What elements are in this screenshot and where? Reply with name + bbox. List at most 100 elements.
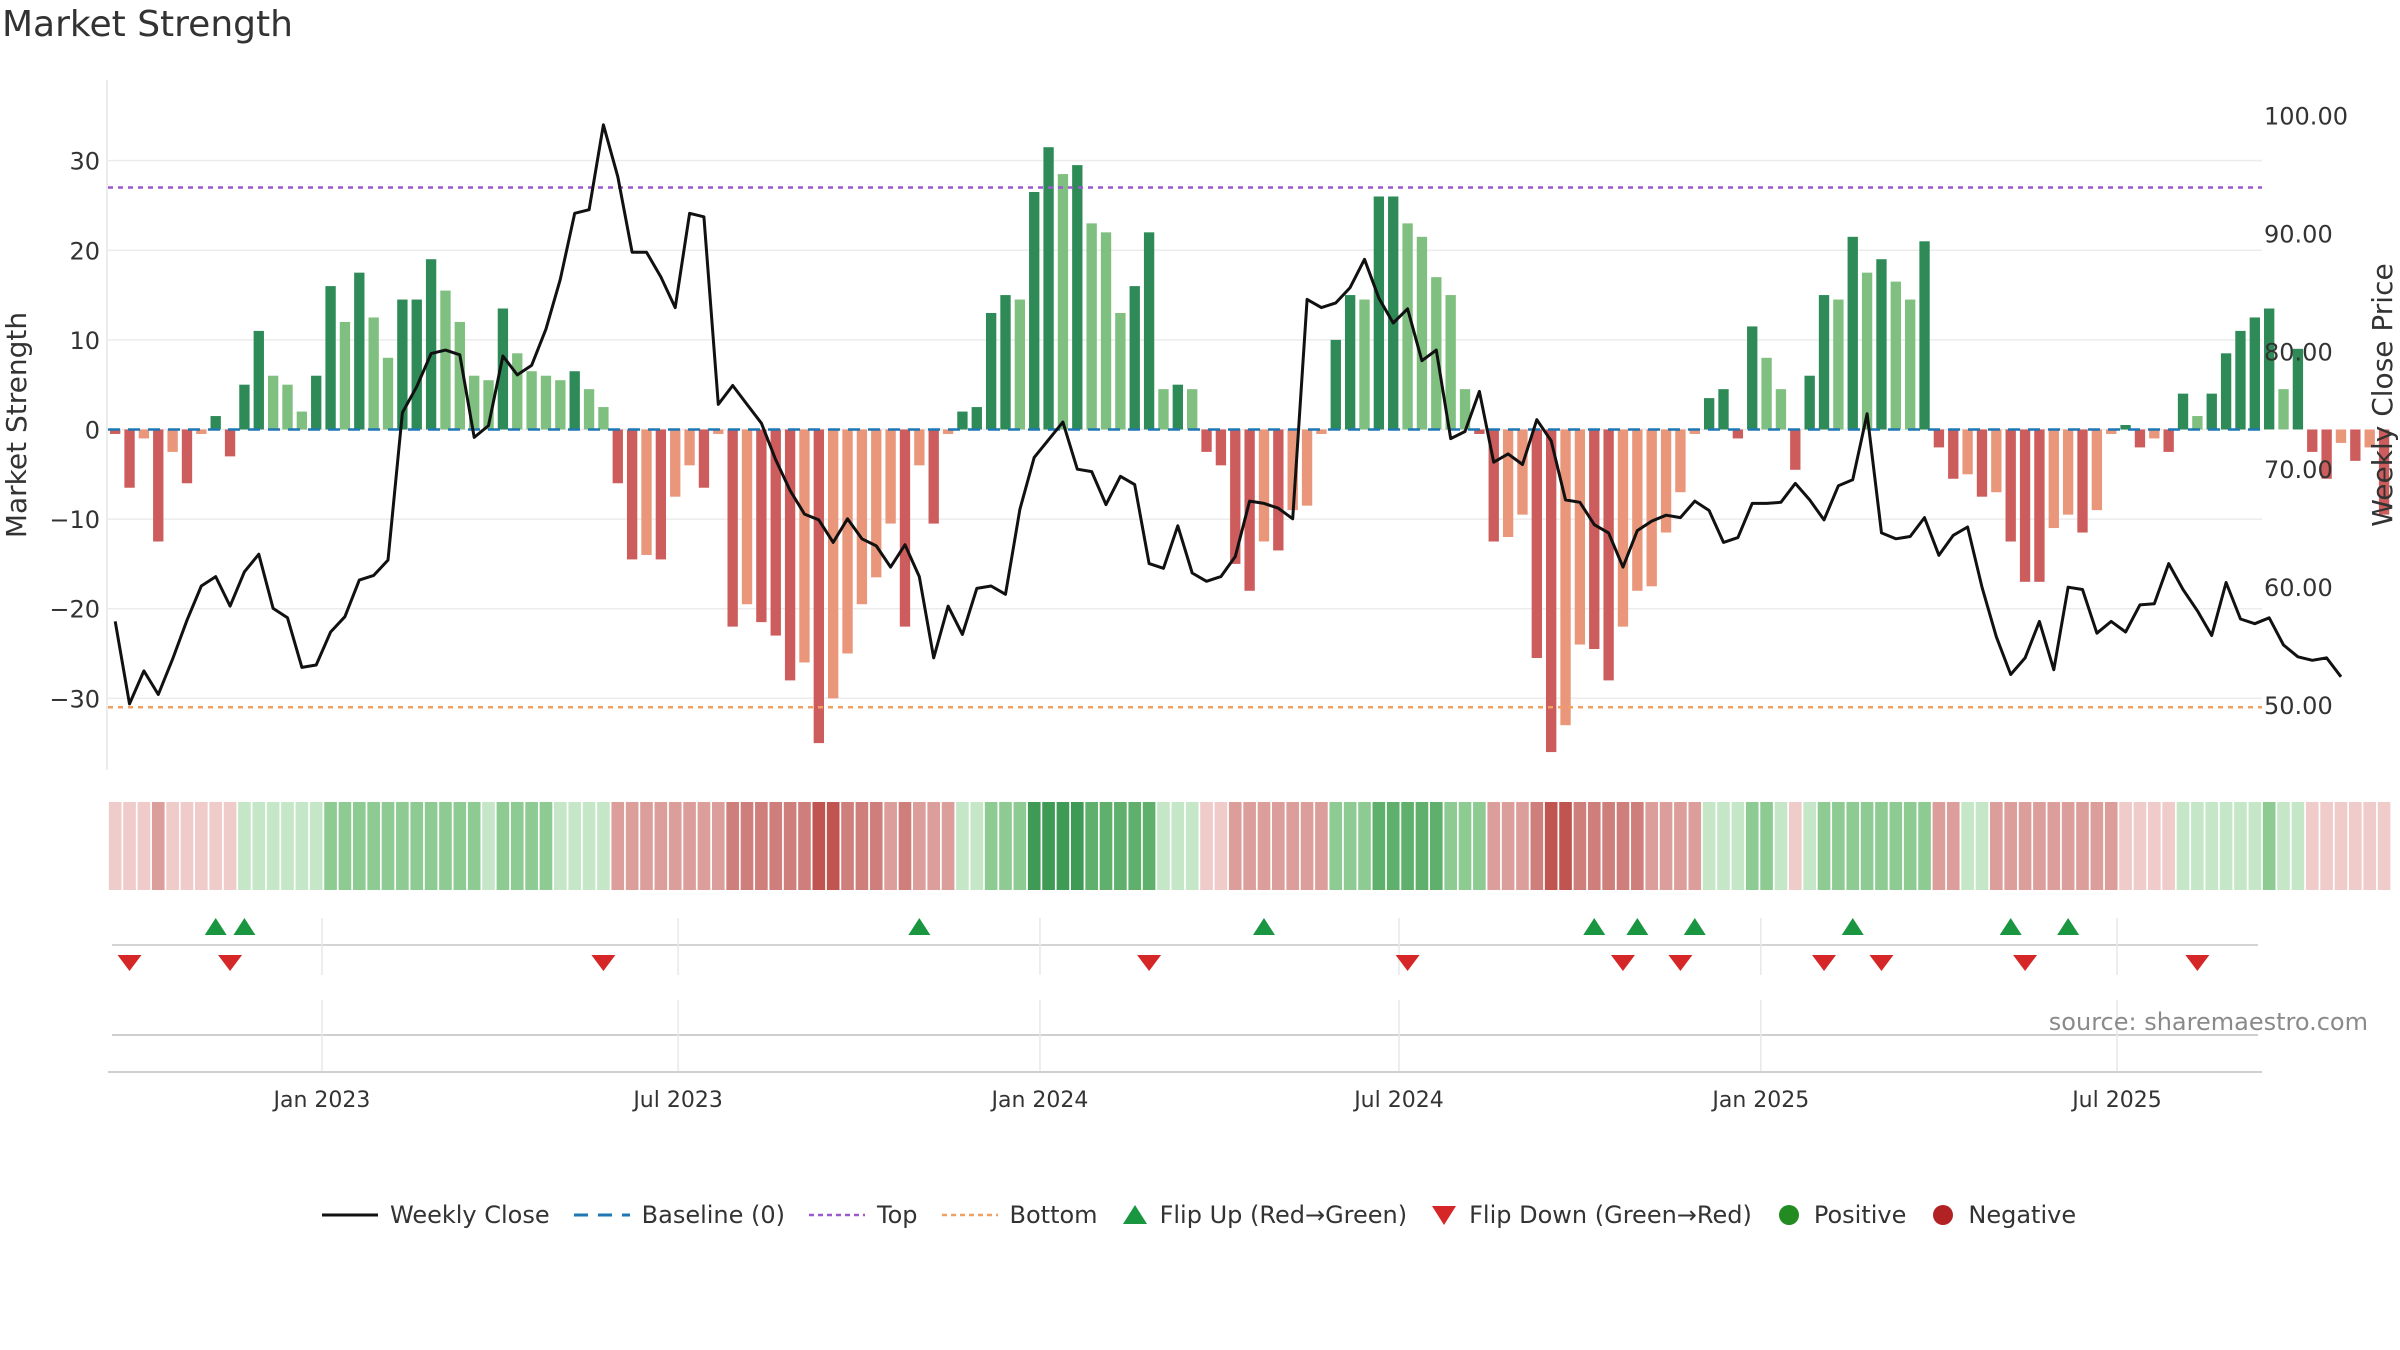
strength-bar: [1675, 429, 1686, 493]
heatmap-cell: [1817, 802, 1831, 890]
strength-bar: [1287, 429, 1298, 511]
heatmap-cell: [1918, 802, 1931, 890]
strength-bar: [2364, 429, 2375, 448]
heatmap-cell: [2162, 802, 2175, 890]
strength-bar: [526, 371, 537, 430]
y-right-tick-label: 70.00: [2264, 456, 2333, 484]
heatmap-cell: [1099, 802, 1113, 890]
heatmap-cell: [1157, 802, 1170, 890]
heatmap-cell: [855, 802, 869, 890]
flip-up-marker: [1841, 918, 1864, 935]
strength-bar: [1761, 357, 1772, 430]
heatmap-cell: [1717, 802, 1730, 890]
heatmap-cell: [1587, 802, 1601, 890]
heatmap-cell: [1415, 802, 1429, 890]
strength-bar: [1689, 429, 1700, 434]
strength-bar: [928, 429, 939, 524]
strength-bar: [1143, 232, 1155, 430]
flip-up-marker: [1999, 918, 2022, 935]
heatmap-cell: [2334, 802, 2348, 890]
flip-down-marker: [117, 955, 142, 971]
y-left-tick-label: 10: [69, 327, 100, 355]
strength-bar: [1919, 241, 1930, 430]
strength-bar: [2321, 429, 2332, 479]
heatmap-cell: [1372, 802, 1386, 890]
heatmap-cell: [424, 802, 438, 890]
heatmap-cell: [783, 802, 797, 890]
heatmap-cell: [1860, 802, 1874, 890]
heatmap-cell: [1085, 802, 1098, 890]
strength-bar: [1172, 384, 1183, 430]
heatmap-cell: [984, 802, 998, 890]
legend-item: Top: [807, 1200, 918, 1230]
y-left-tick-label: 20: [69, 237, 100, 265]
strength-bar: [167, 429, 178, 452]
heatmap-cell: [137, 802, 151, 890]
strength-bar: [1474, 429, 1485, 434]
strength-bar: [368, 317, 379, 430]
strength-bar: [282, 384, 293, 430]
legend-label: Top: [877, 1201, 918, 1229]
reference-lines: [108, 186, 2262, 709]
strength-bar: [1660, 429, 1672, 533]
strength-bar: [813, 429, 824, 744]
strength-bar: [1301, 429, 1313, 506]
strength-bar: [239, 384, 250, 430]
heatmap-cell: [1056, 802, 1070, 890]
heatmap-cell: [640, 802, 653, 890]
y-right-tick-label: 90.00: [2264, 220, 2333, 248]
heatmap-cell: [755, 802, 768, 890]
strength-bar: [296, 411, 308, 430]
strength-bar: [2378, 429, 2390, 515]
heatmap-cell: [1429, 802, 1443, 890]
heatmap-cell: [252, 802, 266, 890]
strength-bar: [110, 429, 121, 434]
legend: Weekly Close Baseline (0) Top Bottom Flip Up…: [320, 1200, 2098, 1230]
legend-item: Weekly Close: [320, 1200, 550, 1230]
heatmap-cell: [1343, 802, 1357, 890]
strength-bar: [555, 380, 566, 430]
legend-label: Weekly Close: [390, 1201, 550, 1229]
strength-bar: [1100, 232, 1112, 430]
strength-bar: [914, 429, 925, 466]
heatmap-cell: [1200, 802, 1213, 890]
heatmap-cell: [1932, 802, 1946, 890]
heatmap-cell: [2090, 802, 2104, 890]
legend-label: Baseline (0): [641, 1201, 786, 1229]
heatmap-cell: [956, 802, 969, 890]
strength-bar: [1933, 429, 1945, 448]
heatmap-cell: [1243, 802, 1256, 890]
heatmap-cell: [525, 802, 538, 890]
heatmap-cell: [482, 802, 495, 890]
flip-down-marker: [1668, 955, 1693, 971]
weekly-close-line: [113, 123, 2343, 706]
triangle-up-icon: [1122, 1205, 1147, 1224]
page-title: Market Strength: [2, 4, 293, 45]
strength-bar: [1632, 429, 1643, 591]
heatmap-cell: [1674, 802, 1687, 890]
line-dash-icon: [573, 1213, 630, 1217]
flip-down-marker: [2013, 955, 2038, 971]
strength-bar: [411, 299, 422, 430]
heatmap-cell: [2018, 802, 2032, 890]
heatmap-strip: [108, 802, 2391, 890]
strength-bar: [569, 371, 580, 430]
strength-bar: [727, 429, 738, 627]
flip-down-marker: [1812, 955, 1837, 971]
heatmap-cell: [1875, 802, 1888, 890]
heatmap-cell: [510, 802, 524, 890]
strength-bar: [2005, 429, 2016, 542]
y-right-tick-label: 50.00: [2264, 692, 2333, 720]
strength-bar: [1201, 429, 1212, 452]
heatmap-cell: [2305, 802, 2319, 890]
strength-bar: [1344, 295, 1356, 430]
strength-bar: [598, 407, 609, 430]
strength-bar: [1388, 196, 1399, 430]
legend-label: Bottom: [1009, 1201, 1098, 1229]
price-layer: [113, 123, 2343, 706]
triangle-down-icon: [1432, 1206, 1457, 1225]
strength-bar: [1115, 312, 1126, 430]
strength-bar: [2206, 393, 2217, 430]
legend-label: Flip Up (Red→Green): [1159, 1201, 1408, 1229]
heatmap-cell: [453, 802, 467, 890]
